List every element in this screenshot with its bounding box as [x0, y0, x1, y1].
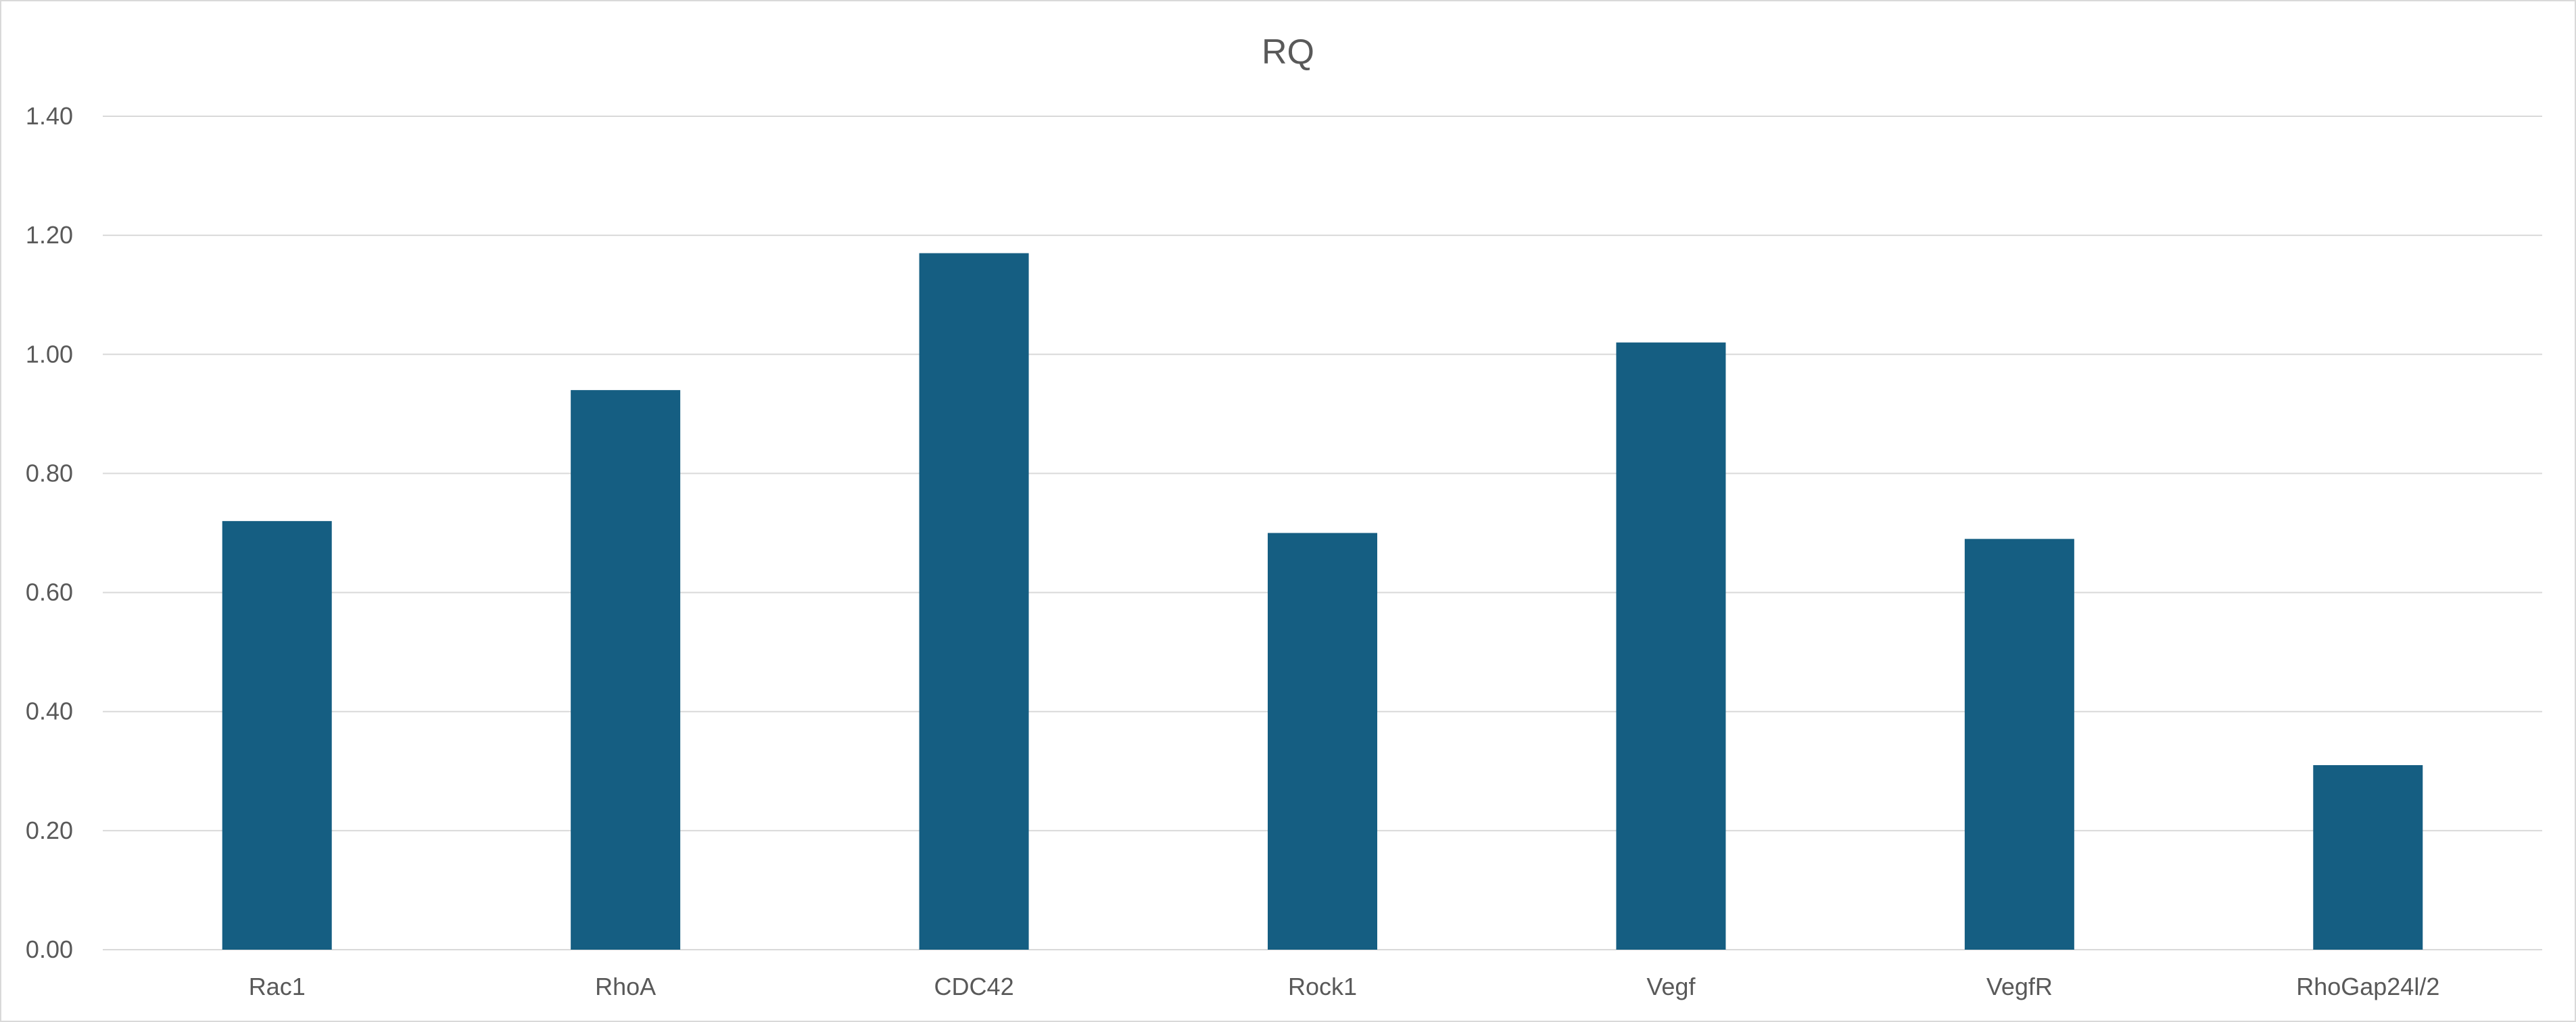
bar-cdc42 — [919, 253, 1029, 950]
y-tick-label: 0.40 — [26, 698, 73, 725]
chart-title: RQ — [1262, 32, 1314, 72]
bar-vegf — [1616, 342, 1726, 950]
y-tick-label: 0.00 — [26, 935, 73, 963]
bar-rock1 — [1268, 533, 1377, 950]
bar-vegfr — [1964, 539, 2074, 950]
x-axis-category-labels: Rac1 RhoA CDC42 Rock1 Vegf VegfR RhoGap24l/2 — [249, 973, 2440, 1000]
x-category-label: RhoA — [595, 973, 656, 1000]
bars — [222, 253, 2423, 950]
x-category-label: Rac1 — [249, 973, 306, 1000]
bar-rhogap24l-2 — [2313, 764, 2423, 950]
y-tick-label: 0.60 — [26, 579, 73, 606]
y-tick-label: 0.20 — [26, 817, 73, 844]
y-tick-label: 1.40 — [26, 102, 73, 130]
y-axis-tick-labels: 0.00 0.20 0.40 0.60 0.80 1.00 1.20 1.40 — [26, 102, 73, 963]
x-category-label: Vegf — [1646, 973, 1696, 1000]
x-category-label: CDC42 — [934, 973, 1014, 1000]
x-category-label: RhoGap24l/2 — [2296, 973, 2439, 1000]
y-tick-label: 1.20 — [26, 221, 73, 249]
x-category-label: VegfR — [1986, 973, 2053, 1000]
bar-rhoa — [571, 390, 681, 950]
x-category-label: Rock1 — [1288, 973, 1357, 1000]
y-tick-label: 1.00 — [26, 340, 73, 368]
bar-rac1 — [222, 520, 332, 950]
y-tick-label: 0.80 — [26, 459, 73, 487]
